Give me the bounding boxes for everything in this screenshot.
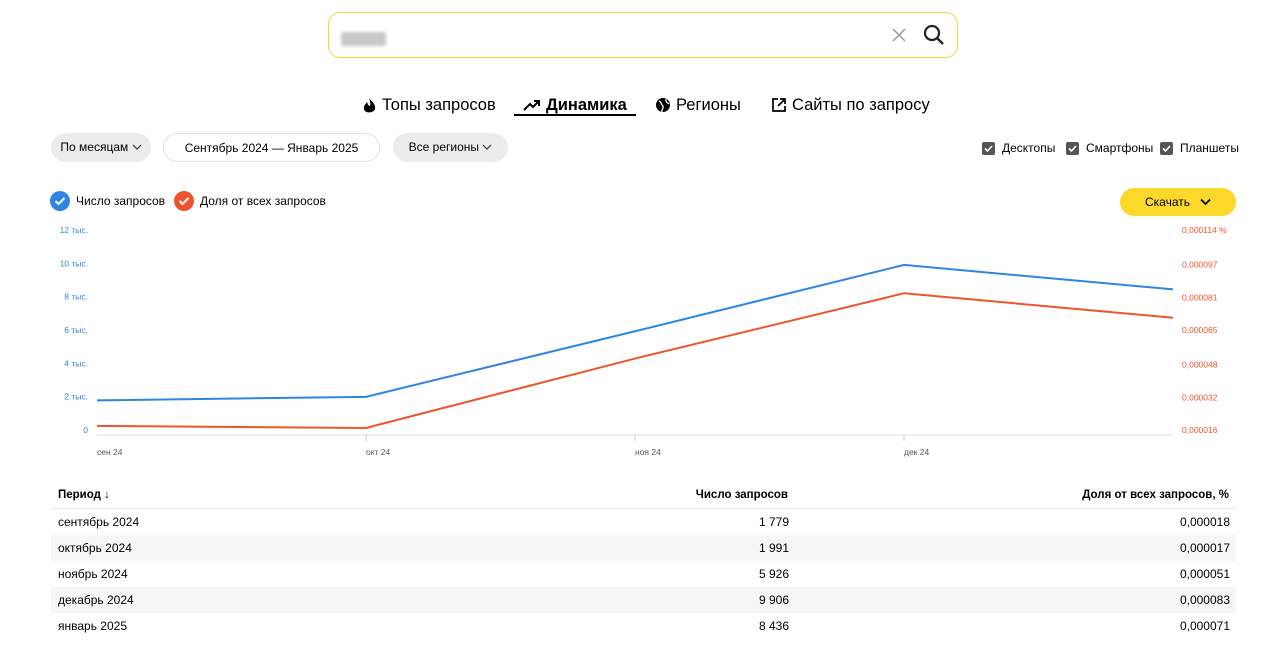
share-cell: 0,000018 <box>1179 515 1230 529</box>
device-checkbox[interactable]: Смартфоны <box>1066 140 1153 156</box>
series-line <box>96 263 1174 402</box>
count-cell: 5 926 <box>758 567 789 581</box>
search-query-blurred <box>341 32 386 46</box>
y-tick-label: 10 тыс. <box>60 258 88 268</box>
y-tick-label: 4 тыс. <box>64 358 88 368</box>
date-range-select[interactable]: Сентябрь 2024 — Январь 2025 <box>163 133 380 162</box>
period-cell: сентябрь 2024 <box>58 515 140 529</box>
legend-check <box>50 191 70 211</box>
tab-label: Динамика <box>546 96 627 114</box>
legend-label: Число запросов <box>76 194 166 208</box>
share-cell: 0,000017 <box>1179 541 1230 555</box>
y2-tick-label: 0,000048 <box>1182 360 1218 370</box>
x-tick-label: ноя 24 <box>635 447 661 457</box>
y2-tick-label: 0,000114 % <box>1182 225 1227 235</box>
y-tick-label: 0 <box>83 425 88 435</box>
search-box[interactable] <box>328 12 958 58</box>
table-header: Число запросов <box>695 489 788 501</box>
checkbox-icon <box>982 141 995 155</box>
header-divider <box>51 508 1236 509</box>
fire-icon <box>363 97 376 112</box>
count-cell: 8 436 <box>758 619 789 633</box>
y2-tick-label: 0,000032 <box>1182 392 1218 402</box>
y2-tick-label: 0,000081 <box>1182 292 1218 302</box>
checkbox-label: Смартфоны <box>1086 141 1154 155</box>
y2-tick-label: 0,000065 <box>1182 325 1218 335</box>
select-label: Все регионы <box>408 140 480 154</box>
count-cell: 1 991 <box>758 541 789 555</box>
y-tick-label: 12 тыс. <box>60 225 88 235</box>
chevron-icon <box>482 144 492 150</box>
device-checkbox[interactable]: Планшеты <box>1160 140 1239 156</box>
share-cell: 0,000083 <box>1179 593 1230 607</box>
table-row: октябрь 2024 1 991 0,000017 <box>51 535 1236 561</box>
checkbox-icon <box>1066 141 1079 155</box>
period-cell: ноябрь 2024 <box>58 567 128 581</box>
legend-item[interactable]: Число запросов <box>50 191 165 211</box>
tab-label: Регионы <box>676 96 741 114</box>
checkbox-label: Планшеты <box>1180 141 1239 155</box>
chevron-icon <box>1200 198 1211 206</box>
table-header: Доля от всех запросов, % <box>1082 489 1229 501</box>
period-cell: январь 2025 <box>58 619 127 633</box>
button-label: Скачать <box>1145 195 1190 209</box>
x-tick-label: сен 24 <box>97 447 123 457</box>
tab-label: Топы запросов <box>382 96 496 114</box>
y-tick-label: 8 тыс. <box>64 292 88 302</box>
x-tick-label: окт 24 <box>366 447 391 457</box>
tab[interactable]: Сайты по запросу <box>771 94 930 116</box>
download-button[interactable]: Скачать <box>1120 188 1236 216</box>
clear-icon[interactable] <box>892 28 906 42</box>
tab[interactable]: Регионы <box>655 94 741 116</box>
table-row: декабрь 2024 9 906 0,000083 <box>51 587 1236 613</box>
search-icon[interactable] <box>923 24 945 46</box>
tab[interactable]: Топы запросов <box>362 94 496 116</box>
tab-label: Сайты по запросу <box>792 96 930 114</box>
device-checkbox[interactable]: Десктопы <box>982 140 1055 156</box>
table-row: сентябрь 2024 1 779 0,000018 <box>51 509 1236 535</box>
external-link-icon <box>772 98 786 112</box>
series-line <box>96 292 1174 429</box>
share-cell: 0,000051 <box>1179 567 1230 581</box>
chart: 0 2 тыс. 4 тыс. 6 тыс. 8 тыс. 10 тыс. 12 тыс. 0… <box>60 225 1228 457</box>
y-tick-label: 2 тыс. <box>64 392 88 402</box>
legend-label: Доля от всех запросов <box>200 194 326 208</box>
y2-tick-label: 0,000016 <box>1182 425 1218 435</box>
legend-check <box>174 191 194 211</box>
select-label: Сентябрь 2024 — Январь 2025 <box>184 141 359 155</box>
table-row: ноябрь 2024 5 926 0,000051 <box>51 561 1236 587</box>
checkbox-icon <box>1160 141 1173 155</box>
tab-active[interactable]: Динамика <box>523 94 627 116</box>
count-cell: 9 906 <box>758 593 789 607</box>
trend-icon <box>523 100 540 111</box>
x-tick-label: дек 24 <box>904 447 929 457</box>
region-select[interactable]: Все регионы <box>393 133 508 162</box>
period-type-select[interactable]: По месяцам <box>51 133 151 162</box>
period-cell: октябрь 2024 <box>58 541 132 555</box>
tab-underline <box>514 114 636 116</box>
legend-item[interactable]: Доля от всех запросов <box>174 191 326 211</box>
table-header[interactable]: Период ↓ <box>58 489 110 501</box>
globe-icon <box>656 98 670 113</box>
checkbox-label: Десктопы <box>1002 141 1056 155</box>
select-label: По месяцам <box>60 140 129 154</box>
share-cell: 0,000071 <box>1179 619 1230 633</box>
y-tick-label: 6 тыс. <box>64 325 88 335</box>
y2-tick-label: 0,000097 <box>1182 260 1218 270</box>
chevron-icon <box>132 144 142 150</box>
count-cell: 1 779 <box>758 515 789 529</box>
table-row: январь 2025 8 436 0,000071 <box>51 613 1236 639</box>
period-cell: декабрь 2024 <box>58 593 134 607</box>
